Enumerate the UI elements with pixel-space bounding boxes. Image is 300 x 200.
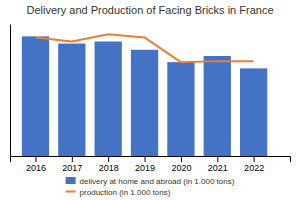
bar — [95, 42, 122, 156]
x-tick-mark — [108, 156, 109, 162]
x-tick-mark — [254, 156, 255, 162]
legend-label: delivery at home and abroad (in 1.000 to… — [80, 177, 235, 186]
x-tick-label: 2022 — [244, 163, 264, 173]
x-tick: 2021 — [208, 156, 228, 173]
legend-swatch — [66, 191, 76, 193]
bar — [131, 50, 158, 156]
x-axis-line — [11, 157, 291, 163]
legend: delivery at home and abroad (in 1.000 to… — [66, 177, 235, 197]
x-tick-mark — [72, 156, 73, 162]
legend-label: production (in 1.000 tons) — [80, 188, 171, 197]
x-tick: 2016 — [26, 156, 46, 173]
plot: 2016 2017 2018 2019 2020 2021 2022 — [11, 25, 291, 174]
x-tick-label: 2020 — [171, 163, 191, 173]
x-tick-label: 2019 — [135, 163, 155, 173]
marks — [22, 34, 267, 156]
legend-swatch — [66, 177, 76, 184]
x-tick: 2017 — [62, 156, 82, 173]
x-tick: 2022 — [244, 156, 264, 173]
x-tick-label: 2018 — [99, 163, 119, 173]
bar — [167, 62, 194, 156]
x-tick: 2020 — [171, 156, 191, 173]
x-tick-mark — [217, 156, 218, 162]
x-tick: 2018 — [99, 156, 119, 173]
x-tick: 2019 — [135, 156, 155, 173]
y-axis-line — [10, 25, 11, 157]
bar — [58, 44, 85, 156]
y-axis — [10, 25, 11, 157]
x-tick-label: 2016 — [26, 163, 46, 173]
chart-container: Delivery and Production of Facing Bricks… — [0, 0, 300, 200]
line — [35, 34, 253, 62]
bar — [240, 68, 267, 156]
legend-item: delivery at home and abroad (in 1.000 to… — [66, 177, 235, 186]
chart-svg: Delivery and Production of Facing Bricks… — [0, 0, 300, 200]
bar — [204, 56, 231, 156]
x-axis: 2016 2017 2018 2019 2020 2021 2022 — [11, 156, 291, 173]
title: Delivery and Production of Facing Bricks… — [27, 4, 274, 16]
x-tick-mark — [181, 156, 182, 162]
bar-series — [22, 36, 267, 156]
bar — [22, 36, 49, 156]
x-tick-mark — [35, 156, 36, 162]
x-tick-label: 2017 — [62, 163, 82, 173]
x-tick-label: 2021 — [208, 163, 228, 173]
legend-item: production (in 1.000 tons) — [66, 188, 171, 197]
x-tick-mark — [145, 156, 146, 162]
